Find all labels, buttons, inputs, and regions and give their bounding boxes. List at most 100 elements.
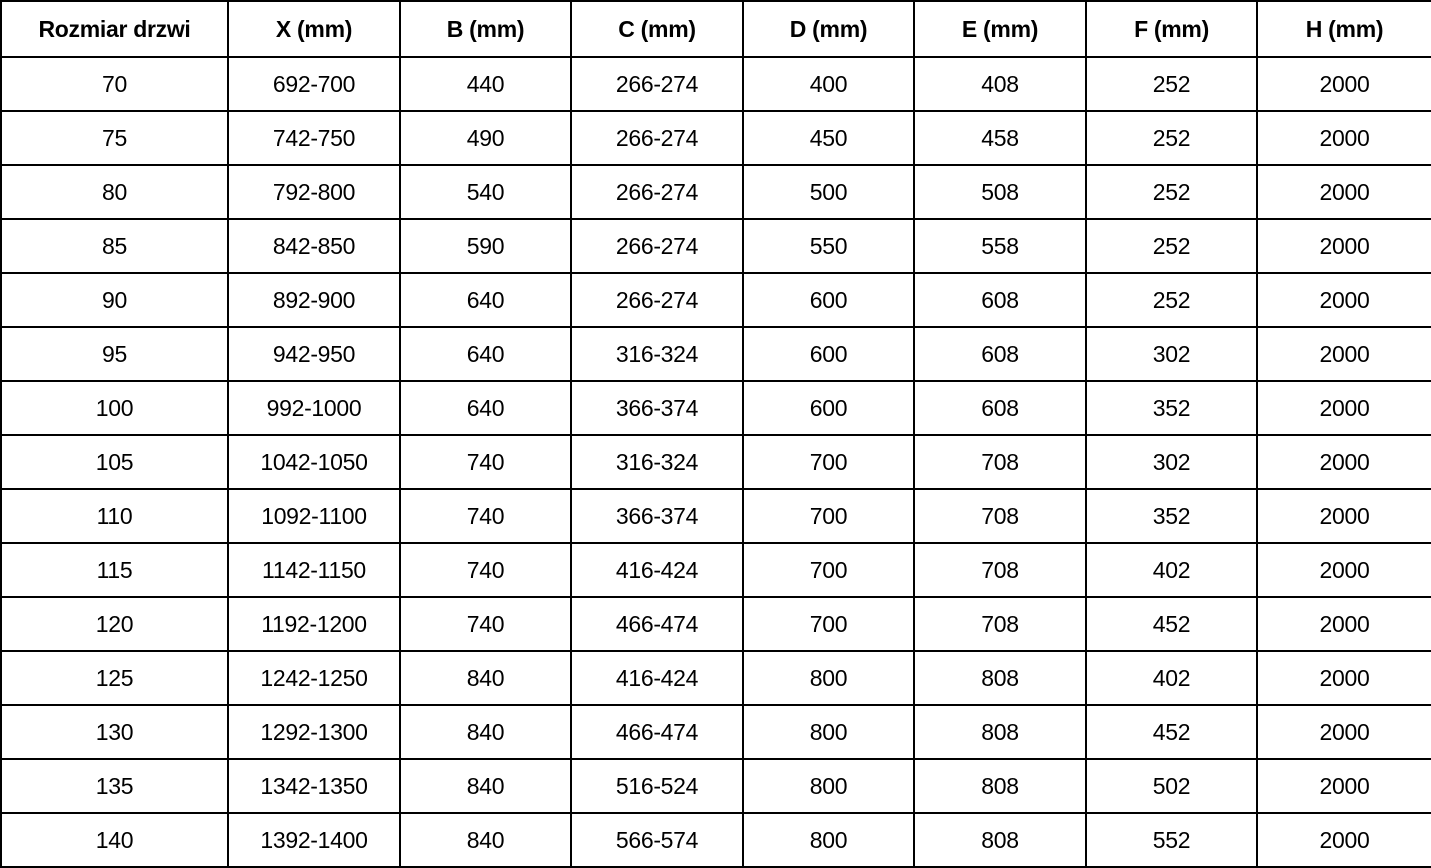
table-row: 130 1292-1300 840 466-474 800 808 452 2000: [0, 704, 1431, 760]
table-cell: 2000: [1256, 542, 1431, 598]
table-cell: 2000: [1256, 218, 1431, 274]
table-cell: 2000: [1256, 434, 1431, 490]
table-cell: 252: [1085, 218, 1258, 274]
table-cell: 252: [1085, 56, 1258, 112]
table-cell: 1092-1100: [227, 488, 401, 544]
table-cell: 792-800: [227, 164, 401, 220]
table-cell: 640: [399, 380, 572, 436]
column-header: H (mm): [1256, 0, 1431, 58]
table-row: 135 1342-1350 840 516-524 800 808 502 2000: [0, 758, 1431, 814]
table-row: 110 1092-1100 740 366-374 700 708 352 2000: [0, 488, 1431, 544]
table-cell: 316-324: [570, 434, 744, 490]
table-cell: 742-750: [227, 110, 401, 166]
column-header: E (mm): [913, 0, 1087, 58]
table-row: 120 1192-1200 740 466-474 700 708 452 2000: [0, 596, 1431, 652]
table-cell: 708: [913, 596, 1087, 652]
table-cell: 566-574: [570, 812, 744, 868]
table-row: 115 1142-1150 740 416-424 700 708 402 2000: [0, 542, 1431, 598]
table-row: 85 842-850 590 266-274 550 558 252 2000: [0, 218, 1431, 274]
table-cell: 500: [742, 164, 915, 220]
table-cell: 266-274: [570, 164, 744, 220]
table-cell: 90: [0, 272, 229, 328]
table-cell: 2000: [1256, 272, 1431, 328]
column-header: X (mm): [227, 0, 401, 58]
table-cell: 2000: [1256, 596, 1431, 652]
table-cell: 352: [1085, 488, 1258, 544]
table-cell: 408: [913, 56, 1087, 112]
table-cell: 266-274: [570, 110, 744, 166]
table-cell: 640: [399, 326, 572, 382]
table-cell: 508: [913, 164, 1087, 220]
table-cell: 800: [742, 758, 915, 814]
table-cell: 2000: [1256, 110, 1431, 166]
column-header: C (mm): [570, 0, 744, 58]
table-cell: 708: [913, 542, 1087, 598]
table-row: 100 992-1000 640 366-374 600 608 352 2000: [0, 380, 1431, 436]
table-cell: 2000: [1256, 758, 1431, 814]
table-cell: 800: [742, 812, 915, 868]
table-cell: 600: [742, 326, 915, 382]
table-cell: 600: [742, 272, 915, 328]
table-cell: 700: [742, 488, 915, 544]
table-cell: 2000: [1256, 326, 1431, 382]
table-cell: 1042-1050: [227, 434, 401, 490]
table-cell: 552: [1085, 812, 1258, 868]
table-cell: 130: [0, 704, 229, 760]
table-cell: 110: [0, 488, 229, 544]
table-cell: 558: [913, 218, 1087, 274]
table-body: 70 692-700 440 266-274 400 408 252 2000 75 742-75…: [0, 56, 1431, 868]
table-cell: 1342-1350: [227, 758, 401, 814]
table-cell: 842-850: [227, 218, 401, 274]
table-cell: 2000: [1256, 488, 1431, 544]
table-cell: 540: [399, 164, 572, 220]
table-row: 90 892-900 640 266-274 600 608 252 2000: [0, 272, 1431, 328]
table-cell: 808: [913, 650, 1087, 706]
table-cell: 708: [913, 434, 1087, 490]
table-cell: 352: [1085, 380, 1258, 436]
table-cell: 1192-1200: [227, 596, 401, 652]
table-cell: 608: [913, 380, 1087, 436]
table-cell: 95: [0, 326, 229, 382]
table-cell: 266-274: [570, 218, 744, 274]
table-cell: 2000: [1256, 704, 1431, 760]
table-cell: 808: [913, 758, 1087, 814]
table-cell: 840: [399, 812, 572, 868]
column-header: B (mm): [399, 0, 572, 58]
table-cell: 700: [742, 596, 915, 652]
table-cell: 1292-1300: [227, 704, 401, 760]
table-cell: 452: [1085, 596, 1258, 652]
table-cell: 115: [0, 542, 229, 598]
table-cell: 808: [913, 812, 1087, 868]
table-cell: 400: [742, 56, 915, 112]
table-cell: 2000: [1256, 56, 1431, 112]
table-cell: 840: [399, 758, 572, 814]
table-cell: 800: [742, 704, 915, 760]
table-row: 140 1392-1400 840 566-574 800 808 552 2000: [0, 812, 1431, 868]
table-cell: 366-374: [570, 488, 744, 544]
table-cell: 1142-1150: [227, 542, 401, 598]
table-cell: 266-274: [570, 272, 744, 328]
table-cell: 85: [0, 218, 229, 274]
table-cell: 450: [742, 110, 915, 166]
table-cell: 2000: [1256, 380, 1431, 436]
header-row: Rozmiar drzwi X (mm) B (mm) C (mm) D (mm) E (…: [0, 0, 1431, 58]
table-cell: 402: [1085, 650, 1258, 706]
table-cell: 80: [0, 164, 229, 220]
table-cell: 135: [0, 758, 229, 814]
table-cell: 692-700: [227, 56, 401, 112]
table-cell: 466-474: [570, 596, 744, 652]
table-header: Rozmiar drzwi X (mm) B (mm) C (mm) D (mm) E (…: [0, 0, 1431, 58]
table-cell: 708: [913, 488, 1087, 544]
table-cell: 892-900: [227, 272, 401, 328]
table-cell: 416-424: [570, 542, 744, 598]
table-row: 70 692-700 440 266-274 400 408 252 2000: [0, 56, 1431, 112]
table-cell: 2000: [1256, 812, 1431, 868]
table-cell: 942-950: [227, 326, 401, 382]
table-cell: 316-324: [570, 326, 744, 382]
table-cell: 100: [0, 380, 229, 436]
table-cell: 2000: [1256, 164, 1431, 220]
table-cell: 416-424: [570, 650, 744, 706]
table-row: 105 1042-1050 740 316-324 700 708 302 2000: [0, 434, 1431, 490]
table-cell: 700: [742, 434, 915, 490]
